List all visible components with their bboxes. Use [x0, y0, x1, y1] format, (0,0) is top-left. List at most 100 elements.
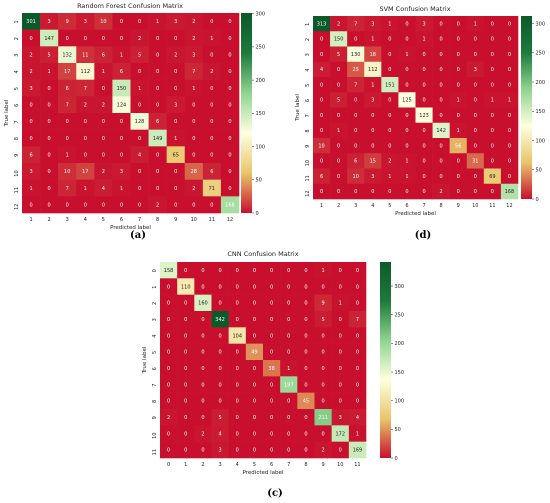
- rf-cell: [148, 79, 167, 97]
- cnn-cell-label: 0: [270, 448, 273, 454]
- rf-cell: [184, 79, 204, 97]
- rf-cell: [148, 63, 167, 80]
- rf-cell-label: 0: [174, 169, 177, 175]
- svm-x-tick: 9: [457, 203, 460, 209]
- rf-cell-label: 0: [210, 86, 213, 92]
- svm-cell: [483, 107, 502, 124]
- svm-cell-label: 0: [491, 21, 494, 27]
- rf-cell: [58, 196, 77, 214]
- cnn-cell-label: 0: [236, 448, 239, 454]
- cnn-cell: [280, 376, 298, 393]
- rf-colorbar: [241, 13, 252, 213]
- svm-cell-label: 0: [508, 143, 511, 149]
- cnn-cell-label: 9: [321, 301, 324, 307]
- cnn-cell: [160, 262, 178, 279]
- cnn-cell-label: 0: [321, 333, 324, 339]
- rf-cell-label: 0: [66, 136, 69, 142]
- svm-cell: [330, 183, 348, 200]
- rf-cell: [130, 96, 149, 114]
- svm-cell: [330, 46, 348, 63]
- cnn-cell-label: 0: [253, 284, 256, 290]
- rf-cell: [184, 129, 204, 147]
- svm-cell-label: 0: [491, 82, 494, 88]
- cnn-y-tick: 3: [152, 318, 158, 321]
- cnn-cell-label: 0: [218, 301, 221, 307]
- rf-cell-label: 0: [210, 152, 213, 158]
- cnn-cell: [331, 278, 350, 295]
- svm-cell: [449, 46, 468, 63]
- svm-cell-label: 5: [337, 52, 340, 58]
- cnn-cell: [314, 441, 332, 459]
- rf-y-tick: 11: [14, 187, 20, 193]
- cnn-cell-label: 0: [304, 366, 307, 372]
- cnn-cell-label: 0: [287, 448, 290, 454]
- cnn-cell: [280, 392, 298, 410]
- rf-cell-label: 0: [120, 152, 123, 158]
- rf-cell: [184, 46, 204, 64]
- rf-cell: [112, 46, 131, 64]
- svm-cell: [381, 61, 399, 78]
- rf-cell-label: 0: [228, 36, 231, 42]
- svm-cell: [449, 92, 468, 108]
- svm-cell-label: 142: [436, 128, 446, 134]
- svm-cell-label: 0: [354, 128, 357, 134]
- cnn-cell-label: 1: [321, 268, 324, 274]
- cnn-cell-label: 4: [218, 431, 221, 437]
- rf-cell: [130, 129, 149, 147]
- rf-cell: [94, 196, 113, 214]
- cnn-cell-label: 0: [270, 268, 273, 274]
- svm-cell: [432, 16, 450, 32]
- svm-y-tick: 6: [305, 99, 311, 102]
- cnn-cell-label: 0: [253, 317, 256, 323]
- rf-cell-label: 0: [156, 86, 159, 92]
- cnn-cell: [297, 360, 315, 377]
- svm-cell-label: 0: [440, 98, 443, 104]
- rf-cell-label: 150: [117, 86, 127, 92]
- svm-cell-label: 0: [422, 82, 425, 88]
- rf-cell-label: 7: [84, 86, 87, 92]
- cnn-cell-label: 0: [339, 268, 342, 274]
- svm-cell: [347, 183, 365, 200]
- cnn-cell: [211, 327, 229, 344]
- cnn-cell: [177, 343, 195, 361]
- cnn-cell-label: 211: [318, 415, 328, 421]
- rf-cell-label: 0: [192, 102, 195, 108]
- svm-cell: [398, 122, 416, 139]
- rf-cell: [130, 163, 149, 180]
- rf-cell: [202, 63, 222, 80]
- rf-x-tick: 12: [227, 217, 233, 223]
- svm-cell: [415, 31, 433, 47]
- cnn-cell: [280, 278, 298, 295]
- svm-cell: [347, 168, 365, 185]
- svm-cell: [449, 122, 468, 139]
- rf-cell: [76, 63, 95, 80]
- cnn-cell: [263, 327, 281, 344]
- cnn-y-tick: 1: [152, 286, 158, 289]
- cnn-x-tick: 2: [201, 462, 204, 468]
- cnn-y-tick: 5: [152, 351, 158, 354]
- cnn-cell: [160, 294, 178, 312]
- rf-cell-label: 0: [156, 102, 159, 108]
- cnn-xlabel: Predicted label: [243, 470, 284, 476]
- svm-colorbar-tick: 250: [536, 51, 546, 57]
- rf-cell-label: 1: [66, 152, 69, 158]
- svm-cell: [381, 183, 399, 200]
- rf-cell: [166, 96, 186, 114]
- cnn-cell: [245, 294, 264, 312]
- rf-cell-label: 2: [210, 69, 213, 75]
- cnn-cell-label: 0: [184, 415, 187, 421]
- cnn-cell-label: 0: [236, 415, 239, 421]
- rf-cell: [58, 113, 77, 130]
- cnn-cell-label: 160: [198, 301, 208, 307]
- svm-cell-label: 0: [422, 128, 425, 134]
- cnn-cell-label: 0: [167, 301, 170, 307]
- rf-cell-label: 3: [29, 86, 32, 92]
- svm-cell-label: 1: [405, 174, 408, 180]
- svm-y-tick: 3: [305, 53, 311, 56]
- svm-cell: [449, 61, 468, 78]
- rf-cell-label: 3: [174, 102, 177, 108]
- rf-cell-label: 4: [102, 186, 105, 192]
- svm-cell-label: 0: [440, 67, 443, 73]
- cnn-cell: [245, 392, 264, 410]
- svm-cell: [364, 153, 382, 169]
